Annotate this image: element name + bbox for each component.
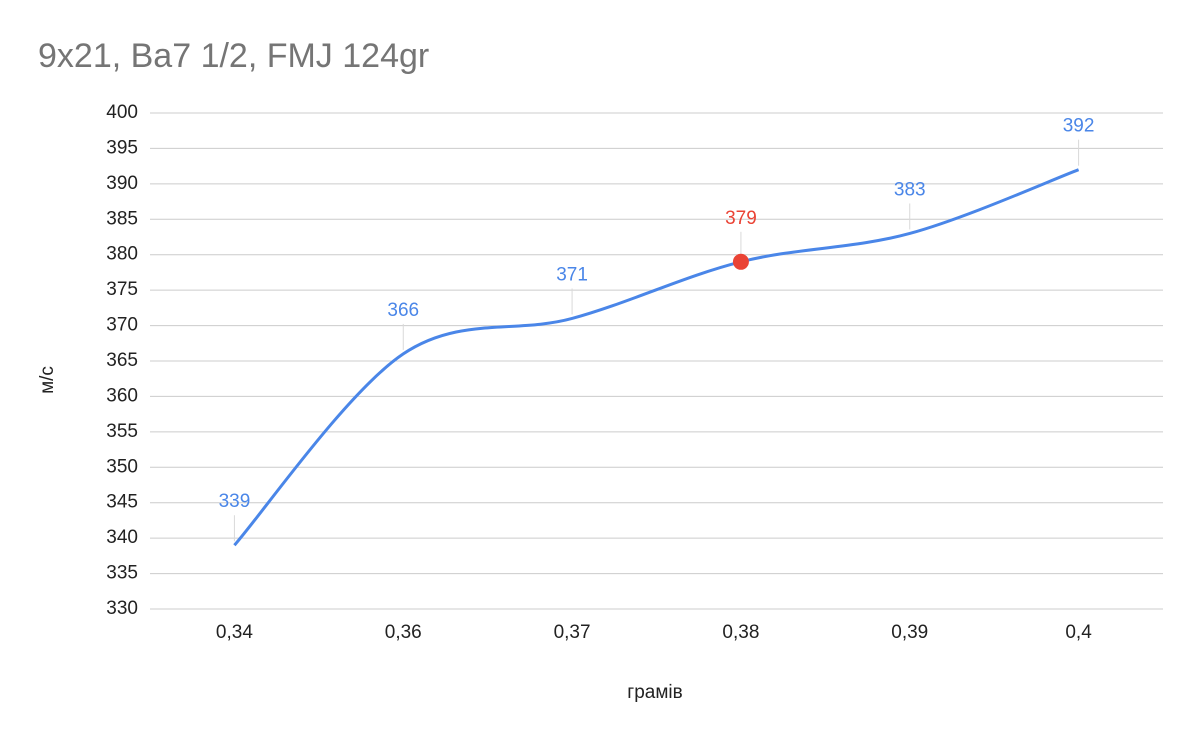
y-tick-label: 350	[106, 456, 138, 477]
data-label: 383	[894, 179, 926, 200]
y-axis-label: м/с	[37, 366, 58, 394]
data-label: 379	[725, 208, 757, 229]
chart-title: 9x21, Ba7 1/2, FMJ 124gr	[38, 37, 429, 75]
highlight-point	[732, 253, 749, 270]
data-label: 366	[387, 300, 419, 321]
y-tick-label: 385	[106, 208, 138, 229]
y-tick-label: 365	[106, 350, 138, 371]
x-tick-label: 0,37	[554, 622, 591, 643]
y-tick-label: 375	[106, 279, 138, 300]
y-tick-label: 395	[106, 137, 138, 158]
x-tick-label: 0,4	[1065, 622, 1092, 643]
y-tick-label: 355	[106, 421, 138, 442]
y-tick-label: 370	[106, 315, 138, 336]
x-axis-label: грамів	[627, 682, 682, 703]
x-tick-label: 0,36	[385, 622, 422, 643]
x-tick-label: 0,39	[891, 622, 928, 643]
y-tick-label: 400	[106, 102, 138, 123]
x-tick-label: 0,38	[722, 622, 759, 643]
data-label: 339	[219, 491, 251, 512]
y-tick-label: 340	[106, 527, 138, 548]
line-series	[233, 168, 1080, 547]
y-tick-label: 330	[106, 598, 138, 619]
y-tick-label: 390	[106, 173, 138, 194]
y-tick-label: 335	[106, 563, 138, 584]
data-label: 371	[556, 265, 588, 286]
y-tick-label: 380	[106, 244, 138, 265]
y-tick-label: 360	[106, 385, 138, 406]
x-tick-label: 0,34	[216, 622, 253, 643]
y-tick-label: 345	[106, 492, 138, 513]
data-label: 392	[1063, 116, 1095, 137]
